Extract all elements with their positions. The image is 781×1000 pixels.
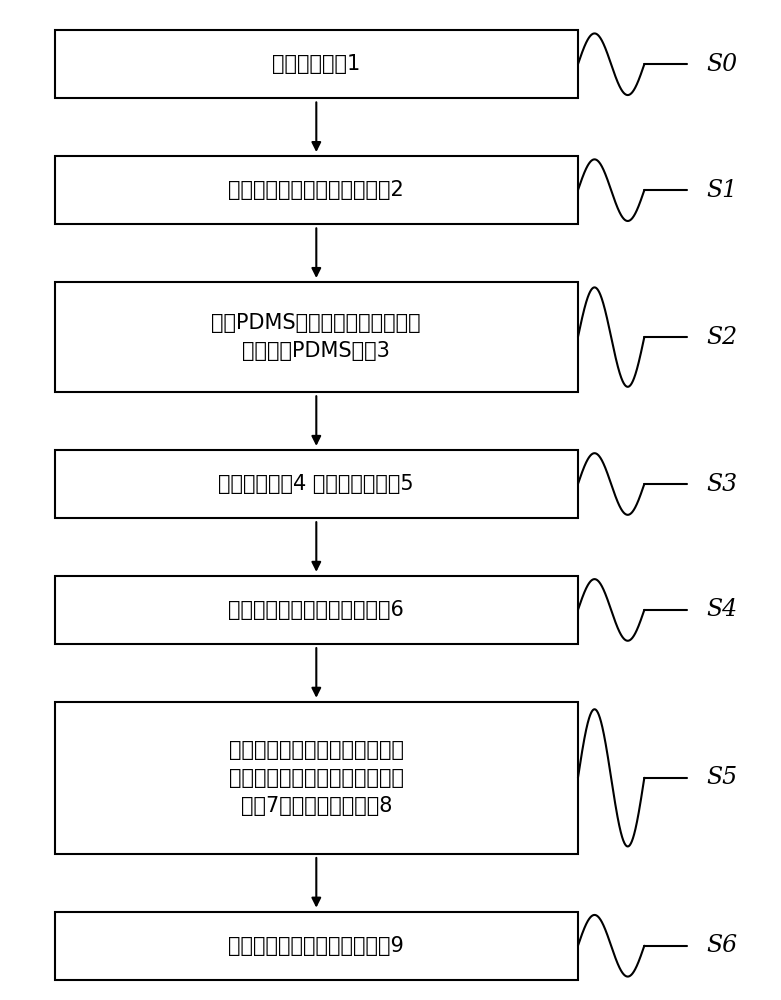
Text: S0: S0 — [707, 53, 738, 76]
Text: S3: S3 — [707, 473, 738, 496]
Text: 提供喷墨打印机、红光、绿光量
子点溶液，喷墨打印红光量子点
膜层7、绿光量子点膜层8: 提供喷墨打印机、红光、绿光量 子点溶液，喷墨打印红光量子点 膜层7、绿光量子点膜… — [229, 740, 404, 816]
FancyBboxPatch shape — [55, 576, 578, 644]
Text: S2: S2 — [707, 326, 738, 349]
Text: S1: S1 — [707, 179, 738, 202]
Text: 掩模版，光刻工艺制备隔离栅6: 掩模版，光刻工艺制备隔离栅6 — [228, 600, 405, 620]
Text: 制备得到量子点光转换层基板9: 制备得到量子点光转换层基板9 — [228, 936, 405, 956]
FancyBboxPatch shape — [55, 702, 578, 854]
Text: S6: S6 — [707, 934, 738, 957]
Text: 提供镀膜设备，蒸镀滤光膜层2: 提供镀膜设备，蒸镀滤光膜层2 — [228, 180, 405, 200]
FancyBboxPatch shape — [55, 912, 578, 980]
Text: 得到复合基板4 提供光刻胶膜层5: 得到复合基板4 提供光刻胶膜层5 — [219, 474, 414, 494]
FancyBboxPatch shape — [55, 156, 578, 224]
FancyBboxPatch shape — [55, 450, 578, 518]
Text: 提供第一基板1: 提供第一基板1 — [273, 54, 360, 74]
Text: S5: S5 — [707, 766, 738, 789]
Text: 提供PDMS溶液，匀胶机，真空烘
箱，制备PDMS膜层3: 提供PDMS溶液，匀胶机，真空烘 箱，制备PDMS膜层3 — [212, 313, 421, 361]
Text: S4: S4 — [707, 598, 738, 621]
FancyBboxPatch shape — [55, 30, 578, 98]
FancyBboxPatch shape — [55, 282, 578, 392]
